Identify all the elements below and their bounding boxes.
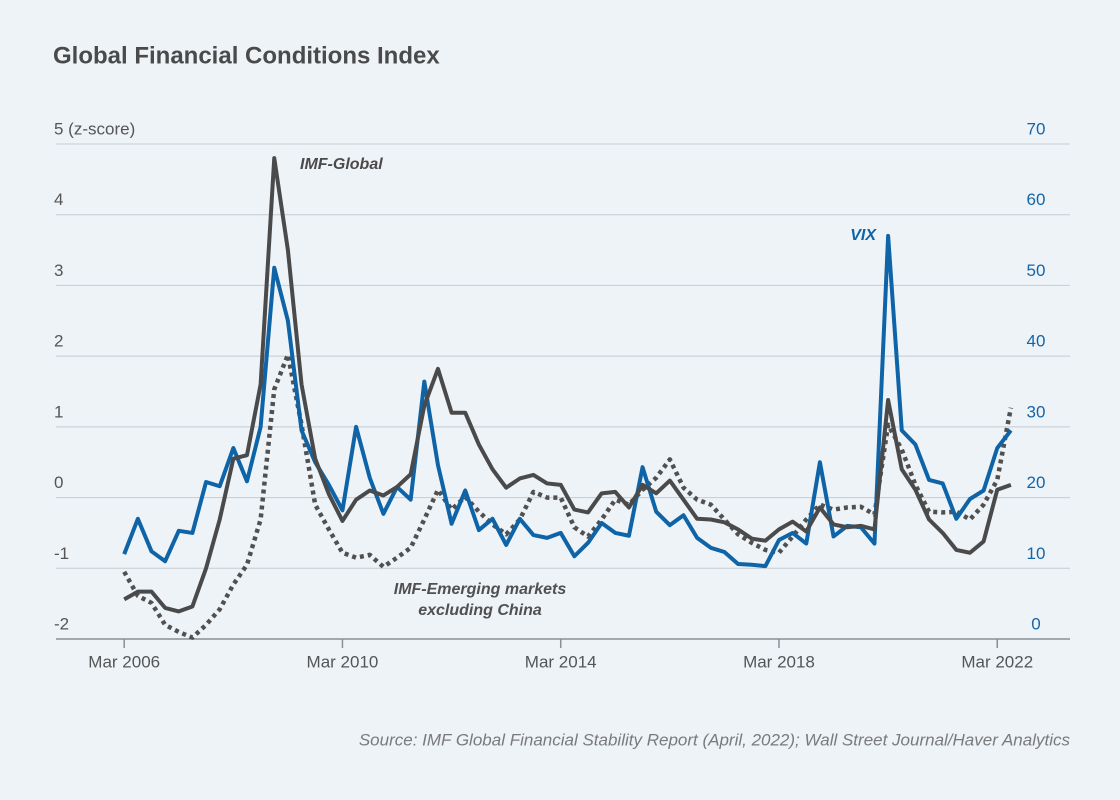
series-line xyxy=(123,156,1012,614)
series-label: IMF-Global xyxy=(300,156,383,173)
y2-tick-label: 30 xyxy=(1027,402,1046,421)
y2-tick-label: 70 xyxy=(1027,119,1046,138)
source-note: Source: IMF Global Financial Stability R… xyxy=(359,730,1071,749)
x-tick-label: Mar 2010 xyxy=(307,652,379,671)
y2-tick-label: 40 xyxy=(1027,332,1046,351)
y2-tick-label: 10 xyxy=(1027,544,1046,563)
x-tick-label: Mar 2018 xyxy=(743,652,815,671)
y-tick-label: 5 (z-score) xyxy=(54,119,135,138)
y-tick-label: 3 xyxy=(54,261,63,280)
series-label: VIX xyxy=(850,227,877,244)
x-tick-label: Mar 2006 xyxy=(88,652,160,671)
y2-tick-label: 0 xyxy=(1031,614,1040,633)
y-tick-label: 2 xyxy=(54,332,63,351)
y-tick-label: 4 xyxy=(54,190,63,209)
y-tick-label: 0 xyxy=(54,473,63,492)
x-tick-label: Mar 2022 xyxy=(961,652,1033,671)
y-tick-label: -2 xyxy=(54,614,69,633)
y-tick-label: -1 xyxy=(54,544,69,563)
y2-tick-label: 50 xyxy=(1027,261,1046,280)
series-label: IMF-Emerging markets excluding China xyxy=(393,581,567,619)
y-tick-label: 1 xyxy=(54,402,63,421)
y2-tick-label: 60 xyxy=(1027,190,1046,209)
series-line xyxy=(122,233,1013,569)
y2-tick-label: 20 xyxy=(1027,473,1046,492)
x-tick-label: Mar 2014 xyxy=(525,652,597,671)
chart-title: Global Financial Conditions Index xyxy=(53,42,440,69)
series-line xyxy=(122,352,1014,640)
